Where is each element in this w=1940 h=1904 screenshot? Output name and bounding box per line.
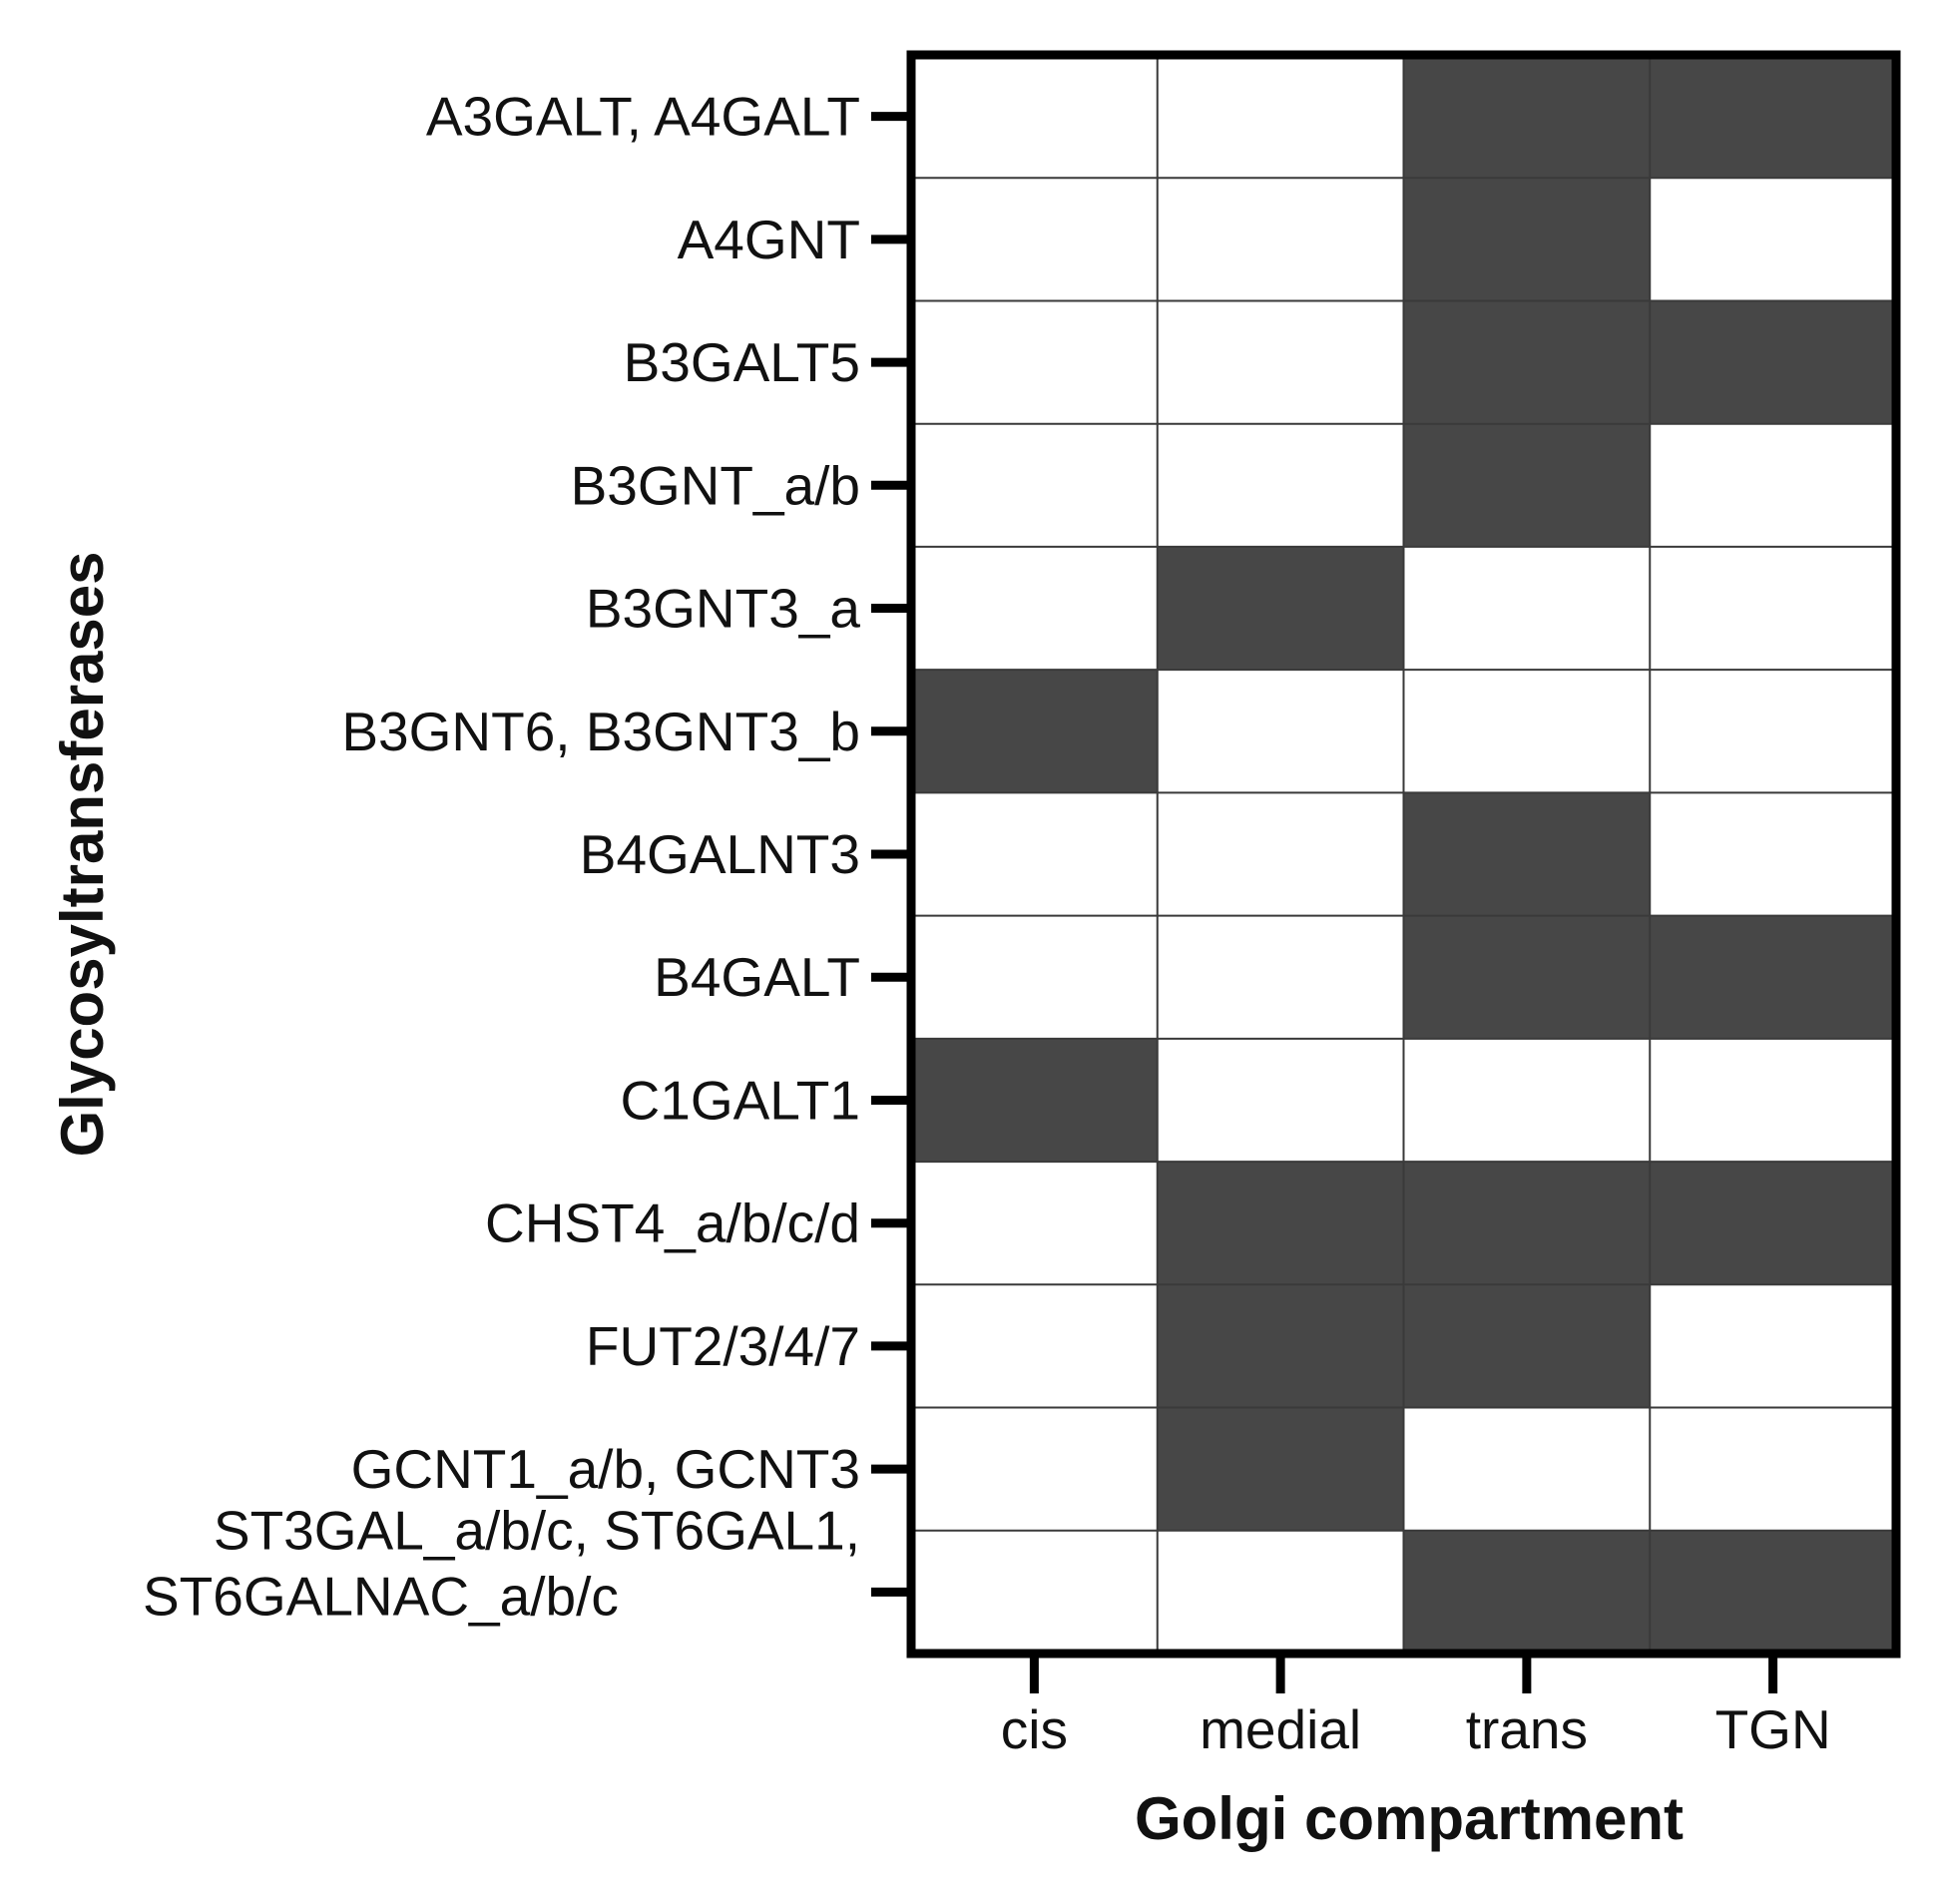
y-tick-label: A4GNT (678, 209, 860, 270)
x-axis-title: Golgi compartment (1135, 1785, 1684, 1852)
y-tick-label: FUT2/3/4/7 (586, 1315, 860, 1377)
heatmap-cell (1403, 670, 1651, 793)
heatmap-cell (1157, 1038, 1404, 1163)
y-tick-label: GCNT1_a/b, GCNT3 (351, 1438, 860, 1500)
heatmap-cell (1157, 55, 1404, 179)
y-tick-label: ST3GAL_a/b/c, ST6GAL1, (214, 1499, 860, 1561)
heatmap-cell (1157, 178, 1404, 301)
heatmap-cell (1157, 1162, 1404, 1285)
heatmap-cell (1403, 1407, 1651, 1531)
heatmap-cell (1403, 1038, 1651, 1163)
heatmap-cell (911, 1038, 1158, 1163)
heatmap-cell (1650, 670, 1896, 793)
heatmap-cell (911, 55, 1158, 179)
y-tick-label: CHST4_a/b/c/d (485, 1192, 860, 1254)
heatmap-cell (1650, 423, 1896, 547)
heatmap-cell (1650, 1038, 1896, 1163)
x-tick-label: medial (1200, 1698, 1361, 1760)
heatmap-cell (911, 1407, 1158, 1531)
y-axis-ticks: A3GALT, A4GALT A4GNT B3GALT5 B3GNT_a/b B3GNT… (143, 86, 911, 1627)
heatmap-cells (911, 55, 1896, 1654)
heatmap-cell (1650, 178, 1896, 301)
heatmap-cell (1157, 1530, 1404, 1654)
y-tick-label: C1GALT1 (621, 1069, 860, 1131)
heatmap-cell (1403, 546, 1651, 671)
heatmap-cell (1157, 423, 1404, 547)
heatmap-cell (911, 915, 1158, 1039)
heatmap-cell (1403, 1530, 1651, 1654)
heatmap-cell (911, 1284, 1158, 1408)
heatmap-cell (1157, 670, 1404, 793)
heatmap-gridlines (911, 55, 1896, 1654)
heatmap-cell (1403, 178, 1651, 301)
y-tick-label: ST6GALNAC_a/b/c (143, 1565, 619, 1627)
y-tick-label: B4GALNT3 (580, 823, 860, 885)
heatmap-cell (1157, 300, 1404, 424)
heatmap-cell (911, 300, 1158, 424)
x-tick-label: TGN (1715, 1698, 1831, 1760)
y-tick-label: A3GALT, A4GALT (426, 86, 860, 148)
x-axis-ticks: cis medial trans TGN (1001, 1654, 1831, 1760)
heatmap-cell (1403, 792, 1651, 916)
heatmap-cell (1650, 1284, 1896, 1408)
y-tick-label: B4GALT (654, 946, 860, 1008)
heatmap-cell (1157, 792, 1404, 916)
heatmap-cell (911, 1530, 1158, 1654)
heatmap-cell (1403, 1162, 1651, 1285)
heatmap-cell (1650, 55, 1896, 179)
heatmap-cell (1403, 915, 1651, 1039)
y-tick-label: B3GNT_a/b (571, 454, 860, 516)
heatmap-cell (1157, 1284, 1404, 1408)
heatmap-cell (1650, 300, 1896, 424)
heatmap-cell (1650, 792, 1896, 916)
y-tick-label: B3GNT6, B3GNT3_b (341, 701, 860, 762)
heatmap-cell (1403, 1284, 1651, 1408)
x-tick-label: cis (1001, 1698, 1068, 1760)
heatmap-cell (1157, 1407, 1404, 1531)
y-tick-label: B3GALT5 (624, 331, 860, 393)
heatmap-cell (1403, 300, 1651, 424)
heatmap-cell (1157, 915, 1404, 1039)
heatmap-cell (1650, 1530, 1896, 1654)
heatmap-cell (911, 670, 1158, 793)
heatmap-cell (1650, 546, 1896, 671)
heatmap-cell (1157, 546, 1404, 671)
y-tick-label: B3GNT3_a (586, 578, 861, 640)
y-axis-title: Glycosyltransferases (49, 551, 116, 1157)
heatmap-cell (911, 1162, 1158, 1285)
heatmap-cell (911, 792, 1158, 916)
heatmap-cell (911, 423, 1158, 547)
heatmap-cell (1650, 1162, 1896, 1285)
heatmap-cell (1403, 55, 1651, 179)
heatmap-cell (911, 178, 1158, 301)
heatmap-cell (1650, 915, 1896, 1039)
x-tick-label: trans (1466, 1698, 1588, 1760)
heatmap-cell (1403, 423, 1651, 547)
heatmap-cell (911, 546, 1158, 671)
heatmap-cell (1650, 1407, 1896, 1531)
